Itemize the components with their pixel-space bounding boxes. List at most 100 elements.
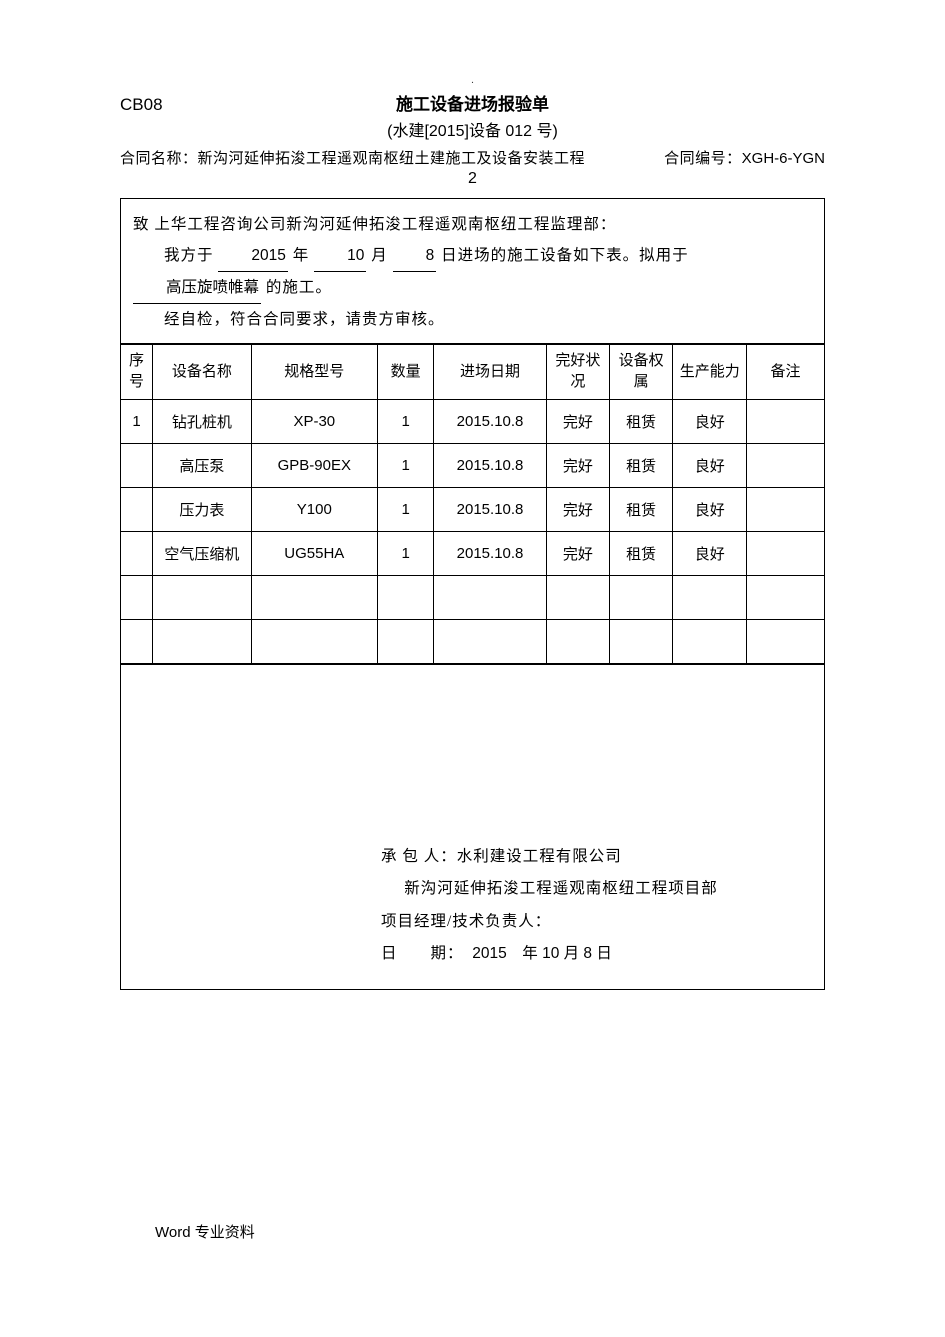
cell-seq: 1 <box>121 400 153 444</box>
cell-spec <box>251 620 378 664</box>
contract-number: 合同编号：XGH-6-YGN <box>664 147 825 168</box>
bottom-note: Word 专业资料 <box>155 1221 255 1242</box>
cell-qty: 1 <box>378 488 434 532</box>
th-capacity: 生产能力 <box>673 345 747 400</box>
grid-header-row: 序号 设备名称 规格型号 数量 进场日期 完好状况 设备权属 生产能力 备注 <box>121 345 824 400</box>
th-note: 备注 <box>747 345 824 400</box>
table-row <box>121 576 824 620</box>
cell-note <box>747 620 824 664</box>
cell-date <box>434 576 546 620</box>
cell-seq <box>121 620 153 664</box>
cell-note <box>747 444 824 488</box>
grid-wrapper: 序号 设备名称 规格型号 数量 进场日期 完好状况 设备权属 生产能力 备注 1… <box>121 344 825 665</box>
date-value: 2015 年 10 月 8 日 <box>472 945 612 962</box>
intro-yl: 年 <box>293 247 310 264</box>
cell-qty: 1 <box>378 532 434 576</box>
cell-note <box>747 488 824 532</box>
cell-capacity <box>673 620 747 664</box>
cell-seq <box>121 444 153 488</box>
cell-name <box>153 576 251 620</box>
intro-pre: 我方于 <box>164 247 214 264</box>
contract-name: 合同名称：新沟河延伸拓浚工程遥观南枢纽土建施工及设备安装工程 <box>120 147 585 168</box>
th-ownership: 设备权属 <box>610 345 673 400</box>
cell-condition: 完好 <box>546 400 609 444</box>
cell-capacity: 良好 <box>673 444 747 488</box>
cell-spec <box>251 576 378 620</box>
cell-date: 2015.10.8 <box>434 444 546 488</box>
cell-capacity <box>673 576 747 620</box>
cell-seq <box>121 488 153 532</box>
cell-condition: 完好 <box>546 444 609 488</box>
cell-note <box>747 576 824 620</box>
th-spec: 规格型号 <box>251 345 378 400</box>
date-line: 日 期： 2015 年 10 月 8 日 <box>381 938 718 971</box>
footer-block: 承 包 人：水利建设工程有限公司 新沟河延伸拓浚工程遥观南枢纽工程项目部 项目经… <box>381 841 718 971</box>
cell-seq <box>121 576 153 620</box>
cell-condition <box>546 576 609 620</box>
cell-qty: 1 <box>378 444 434 488</box>
cell-name <box>153 620 251 664</box>
table-row: 高压泵GPB-90EX12015.10.8完好租赁良好 <box>121 444 824 488</box>
header-row: CB08 施工设备进场报验单 <box>120 90 825 115</box>
th-name: 设备名称 <box>153 345 251 400</box>
intro-line-1: 我方于 2015 年 10 月 8 日进场的施工设备如下表。拟用于 高压旋喷帷幕… <box>133 240 812 304</box>
equipment-grid: 序号 设备名称 规格型号 数量 进场日期 完好状况 设备权属 生产能力 备注 1… <box>121 344 824 664</box>
cell-qty <box>378 620 434 664</box>
cell-ownership <box>610 620 673 664</box>
intro-purpose: 高压旋喷帷幕 <box>133 272 261 304</box>
cell-capacity: 良好 <box>673 532 747 576</box>
contract-name-value: 新沟河延伸拓浚工程遥观南枢纽土建施工及设备安装工程 <box>198 151 586 167</box>
intro-day: 8 <box>393 240 437 272</box>
cell-date <box>434 620 546 664</box>
cell-condition: 完好 <box>546 532 609 576</box>
th-date: 进场日期 <box>434 345 546 400</box>
cell-ownership: 租赁 <box>610 444 673 488</box>
cell-name: 空气压缩机 <box>153 532 251 576</box>
table-row: 空气压缩机UG55HA12015.10.8完好租赁良好 <box>121 532 824 576</box>
cell-condition <box>546 620 609 664</box>
table-row <box>121 620 824 664</box>
intro-dl2: 的施工。 <box>266 279 332 296</box>
contractor-value: 水利建设工程有限公司 <box>457 848 622 865</box>
cell-ownership: 租赁 <box>610 488 673 532</box>
intro-line-2: 经自检，符合合同要求，请贵方审核。 <box>133 304 812 335</box>
cell-spec: GPB-90EX <box>251 444 378 488</box>
intro-ml: 月 <box>371 247 388 264</box>
intro-dl: 日进场的施工设备如下表。拟用于 <box>441 247 689 264</box>
date-label: 日 期： <box>381 945 456 962</box>
cell-condition: 完好 <box>546 488 609 532</box>
intro-cell: 致 上华工程咨询公司新沟河延伸拓浚工程遥观南枢纽工程监理部： 我方于 2015 … <box>121 199 825 344</box>
pm-line: 项目经理/技术负责人： <box>381 906 718 939</box>
cell-spec: XP-30 <box>251 400 378 444</box>
top-mark: . <box>471 75 474 86</box>
cell-ownership: 租赁 <box>610 400 673 444</box>
th-seq: 序号 <box>121 345 153 400</box>
footer-cell: 承 包 人：水利建设工程有限公司 新沟河延伸拓浚工程遥观南枢纽工程项目部 项目经… <box>121 665 825 990</box>
cell-ownership: 租赁 <box>610 532 673 576</box>
cell-qty: 1 <box>378 400 434 444</box>
cell-date: 2015.10.8 <box>434 488 546 532</box>
cell-name: 钻孔桩机 <box>153 400 251 444</box>
cell-capacity: 良好 <box>673 400 747 444</box>
cell-capacity: 良好 <box>673 488 747 532</box>
table-row: 1钻孔桩机XP-3012015.10.8完好租赁良好 <box>121 400 824 444</box>
cell-seq <box>121 532 153 576</box>
cell-note <box>747 532 824 576</box>
cell-spec: UG55HA <box>251 532 378 576</box>
page-number: 2 <box>120 170 825 188</box>
intro-to: 致 上华工程咨询公司新沟河延伸拓浚工程遥观南枢纽工程监理部： <box>133 209 812 240</box>
main-form-table: 致 上华工程咨询公司新沟河延伸拓浚工程遥观南枢纽工程监理部： 我方于 2015 … <box>120 198 825 990</box>
contractor-label: 承 包 人： <box>381 848 457 865</box>
contract-name-label: 合同名称： <box>120 151 198 167</box>
cell-date: 2015.10.8 <box>434 532 546 576</box>
contract-line: 合同名称：新沟河延伸拓浚工程遥观南枢纽土建施工及设备安装工程 合同编号：XGH-… <box>120 147 825 168</box>
cell-qty <box>378 576 434 620</box>
project-dept: 新沟河延伸拓浚工程遥观南枢纽工程项目部 <box>381 873 718 906</box>
intro-month: 10 <box>314 240 366 272</box>
table-row: 压力表Y10012015.10.8完好租赁良好 <box>121 488 824 532</box>
form-title: 施工设备进场报验单 <box>120 90 825 115</box>
cell-ownership <box>610 576 673 620</box>
contract-num-value: XGH-6-YGN <box>742 150 825 167</box>
contractor-line: 承 包 人：水利建设工程有限公司 <box>381 841 718 874</box>
cell-spec: Y100 <box>251 488 378 532</box>
